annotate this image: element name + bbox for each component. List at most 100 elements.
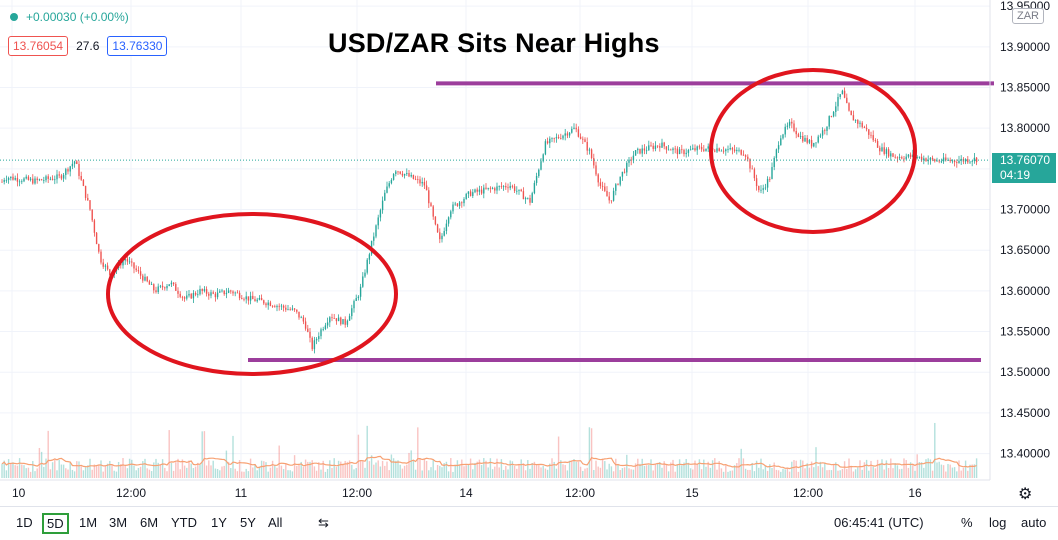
price-tick-label: 13.85000 (1000, 80, 1050, 94)
candle-body (289, 309, 291, 310)
volume-bar (333, 458, 335, 478)
candle-body (582, 138, 584, 140)
candle-body (60, 175, 63, 179)
candle-body (850, 110, 852, 116)
candle-body (45, 176, 47, 181)
sell-button[interactable]: 13.76054 (8, 36, 69, 56)
candle-body (276, 305, 278, 308)
candle-body (773, 157, 775, 168)
volume-bar (672, 459, 674, 478)
range-1m-button[interactable]: 1M (79, 515, 98, 530)
volume-bar (388, 470, 390, 478)
volume-bar (386, 461, 388, 478)
volume-bar (384, 465, 386, 478)
price-tick-label: 13.45000 (1000, 406, 1050, 420)
volume-bar (210, 465, 212, 478)
candle-body (7, 178, 10, 180)
range-1y-button[interactable]: 1Y (211, 515, 227, 530)
candle-body (386, 186, 388, 193)
range-ytd-button[interactable]: YTD (171, 515, 197, 530)
candle-body (313, 340, 316, 350)
volume-bar (491, 469, 494, 478)
range-5d-button[interactable]: 5D (42, 513, 69, 534)
volume-bar (865, 459, 868, 478)
candle-body (384, 192, 386, 201)
volume-bar (760, 458, 762, 478)
candle-body (326, 322, 329, 326)
candle-body (430, 203, 432, 207)
candle-body (3, 179, 5, 182)
candle-body (287, 309, 289, 310)
volume-bar (925, 459, 927, 478)
volume-bar (58, 459, 60, 478)
candle-body (942, 157, 945, 162)
time-axis: 10 12:00 11 12:00 14 12:00 15 12:00 16 (12, 486, 922, 500)
volume-bar (84, 467, 87, 478)
volume-bar (260, 460, 263, 478)
candle-body (568, 132, 571, 136)
volume-bar (428, 470, 430, 478)
candle-body (892, 153, 894, 157)
volume-bar (221, 466, 223, 478)
settings-gear-icon[interactable]: ⚙ (1018, 486, 1033, 503)
range-all-button[interactable]: All (268, 515, 283, 530)
volume-bar (425, 460, 428, 478)
volume-bar (315, 470, 318, 478)
candle-body (498, 186, 500, 187)
volume-bar (524, 470, 527, 478)
candle-body (58, 174, 60, 176)
volume-bar (54, 459, 56, 478)
range-5y-button[interactable]: 5Y (240, 515, 256, 530)
candle-body (538, 169, 540, 177)
candle-body (817, 136, 819, 143)
volume-bar (806, 463, 808, 478)
volume-bar (854, 469, 857, 478)
candle-body (802, 135, 804, 142)
candle-body (736, 149, 738, 152)
candle-body (399, 171, 401, 174)
currency-badge[interactable]: ZAR (1012, 8, 1044, 24)
range-1d-button[interactable]: 1D (16, 515, 33, 530)
auto-toggle[interactable]: auto (1021, 515, 1047, 530)
volume-bar (892, 468, 894, 478)
candle-body (487, 187, 489, 189)
price-tick-label: 13.60000 (1000, 284, 1050, 298)
candle-body (29, 178, 32, 180)
bar-countdown: 04:19 (1000, 168, 1031, 182)
volume-bar (498, 467, 500, 478)
volume-bar (520, 459, 522, 478)
volume-bar (964, 460, 967, 478)
volume-bar (560, 460, 562, 478)
volume-bar (245, 468, 247, 478)
buy-button[interactable]: 13.76330 (107, 36, 168, 56)
volume-bar (51, 462, 54, 478)
candle-body (247, 296, 250, 301)
volume-bar (557, 436, 560, 478)
candle-body (903, 158, 905, 160)
range-6m-button[interactable]: 6M (140, 515, 159, 530)
candle-body (562, 135, 564, 139)
log-toggle[interactable]: log (989, 515, 1007, 530)
volume-bar (410, 450, 412, 478)
candle-body (566, 133, 569, 136)
candle-body (153, 284, 155, 291)
price-chart[interactable]: 13.9500013.9000013.8500013.8000013.75000… (0, 0, 1058, 506)
candle-body (546, 141, 549, 144)
candle-body (472, 192, 474, 196)
volume-bar (344, 460, 346, 478)
volume-bar (183, 465, 186, 478)
volume-bar (408, 452, 410, 478)
candle-body (164, 287, 166, 289)
candle-body (234, 292, 236, 294)
clock-time[interactable]: 06:45:41 (UTC) (834, 515, 924, 530)
volume-bar (575, 461, 577, 478)
candle-body (469, 191, 472, 196)
volume-bar (307, 461, 309, 478)
volume-bar (802, 460, 804, 478)
candle-body (969, 161, 971, 163)
volume-bar (56, 470, 58, 478)
percent-toggle[interactable]: % (961, 515, 973, 530)
candle-body (769, 178, 771, 180)
range-3m-button[interactable]: 3M (109, 515, 128, 530)
date-range-icon[interactable]: ⇆ (318, 515, 329, 530)
